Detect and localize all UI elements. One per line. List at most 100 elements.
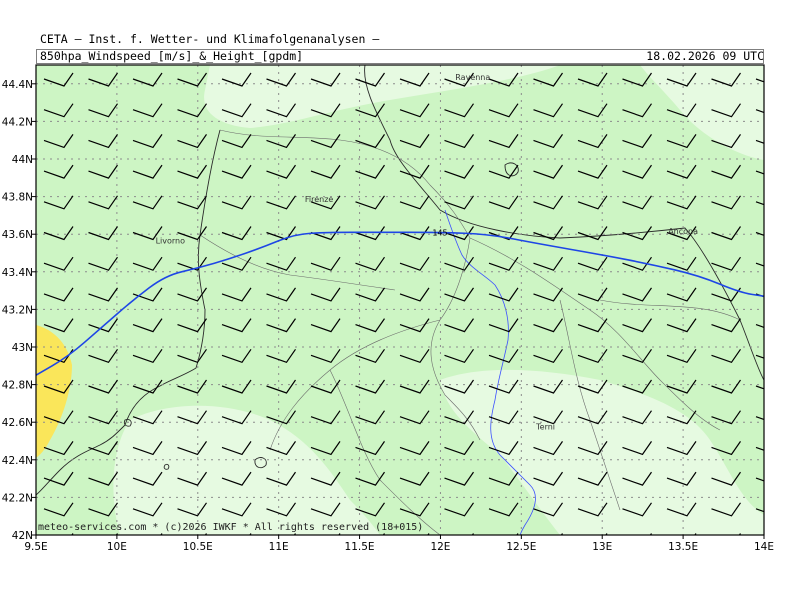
wind-barb bbox=[622, 103, 652, 118]
wind-barb bbox=[221, 441, 252, 456]
wind-barb bbox=[755, 385, 764, 390]
wind-barb bbox=[399, 226, 430, 241]
wind-barb bbox=[177, 164, 207, 179]
wind-barb bbox=[177, 441, 207, 456]
wind-barb bbox=[355, 195, 385, 210]
lat-tick-label: 44.4N bbox=[2, 79, 33, 91]
wind-barb bbox=[399, 103, 430, 118]
wind-barb bbox=[221, 379, 252, 394]
height-contour-145 bbox=[36, 231, 764, 376]
wind-barb bbox=[266, 287, 296, 302]
wind-barb bbox=[444, 502, 474, 517]
wind-barb bbox=[399, 441, 430, 456]
wind-barb bbox=[399, 471, 430, 486]
wind-barb bbox=[711, 103, 741, 118]
wind-barb bbox=[488, 379, 519, 394]
wind-barb bbox=[488, 287, 519, 302]
wind-barb bbox=[622, 72, 652, 87]
wind-barb bbox=[177, 103, 207, 118]
wind-barb bbox=[221, 471, 252, 486]
wind-barb bbox=[132, 72, 163, 87]
wind-barb bbox=[488, 256, 519, 271]
wind-barb bbox=[666, 441, 697, 456]
lon-tick-label: 9.5E bbox=[24, 541, 47, 553]
wind-barb bbox=[355, 502, 385, 517]
wind-barb bbox=[488, 103, 519, 118]
wind-barb bbox=[533, 379, 563, 394]
wind-barb bbox=[221, 256, 252, 271]
wind-barb bbox=[310, 471, 341, 486]
wind-barb bbox=[177, 318, 207, 333]
wind-barb bbox=[88, 348, 118, 364]
wind-barb bbox=[622, 195, 652, 210]
wind-barb bbox=[88, 287, 118, 302]
lon-tick-label: 12E bbox=[430, 541, 450, 553]
city-label: Livorno bbox=[156, 237, 186, 246]
wind-barb bbox=[266, 103, 296, 118]
wind-barb bbox=[43, 441, 74, 456]
wind-barb bbox=[711, 164, 741, 179]
wind-barb bbox=[399, 348, 430, 364]
wind-barb bbox=[711, 226, 741, 241]
wind-barb bbox=[310, 379, 341, 394]
wind-barb bbox=[444, 410, 474, 425]
wind-barb bbox=[132, 318, 163, 333]
wind-barb bbox=[43, 256, 74, 271]
title-line-1: CETA — Inst. f. Wetter- und Klimafolgena… bbox=[40, 32, 380, 46]
wind-barb bbox=[132, 287, 163, 302]
wind-barb bbox=[622, 287, 652, 302]
wind-barb bbox=[533, 287, 563, 302]
wind-barb bbox=[533, 410, 563, 425]
lat-tick-label: 42N bbox=[12, 530, 33, 542]
wind-barb bbox=[221, 348, 252, 364]
wind-barb bbox=[488, 318, 519, 333]
wind-barb bbox=[577, 379, 608, 394]
wind-barb bbox=[177, 195, 207, 210]
wind-barb bbox=[577, 471, 608, 486]
lat-tick-label: 43.6N bbox=[2, 229, 33, 241]
wind-barb bbox=[266, 195, 296, 210]
wind-barb bbox=[444, 318, 474, 333]
wind-barb bbox=[666, 410, 697, 425]
wind-barb bbox=[622, 441, 652, 456]
wind-barb bbox=[88, 318, 118, 333]
wind-barb bbox=[444, 164, 474, 179]
wind-barb bbox=[533, 441, 563, 456]
lat-tick-label: 44.2N bbox=[2, 116, 33, 128]
wind-barb bbox=[310, 103, 341, 118]
wind-barb bbox=[399, 502, 430, 517]
wind-barb bbox=[177, 287, 207, 302]
wind-barb bbox=[755, 231, 764, 236]
wind-barb bbox=[577, 441, 608, 456]
wind-barb bbox=[666, 318, 697, 333]
lon-tick-label: 11E bbox=[269, 541, 289, 553]
wind-barb bbox=[622, 410, 652, 425]
wind-barb bbox=[399, 195, 430, 210]
wind-barb bbox=[755, 477, 764, 482]
wind-barb bbox=[310, 410, 341, 425]
lat-lon-grid bbox=[36, 65, 764, 535]
wind-barb bbox=[488, 502, 519, 517]
wind-barb bbox=[755, 201, 764, 206]
wind-barb bbox=[266, 226, 296, 241]
wind-barb bbox=[310, 287, 341, 302]
wind-barb bbox=[399, 256, 430, 271]
city-label: Firenze bbox=[305, 195, 334, 204]
wind-barb bbox=[577, 256, 608, 271]
wind-barb bbox=[177, 348, 207, 364]
wind-barb bbox=[43, 134, 74, 149]
wind-barb bbox=[666, 134, 697, 149]
wind-barb bbox=[711, 471, 741, 486]
copyright-credit: meteo-services.com * (c)2026 IWKF * All … bbox=[38, 522, 424, 533]
wind-barb bbox=[266, 134, 296, 149]
wind-barb bbox=[577, 195, 608, 210]
wind-barb bbox=[266, 348, 296, 364]
wind-barb bbox=[221, 134, 252, 149]
wind-barb bbox=[355, 318, 385, 333]
wind-barb bbox=[711, 134, 741, 149]
wind-barb bbox=[132, 502, 163, 517]
wind-barb bbox=[88, 195, 118, 210]
wind-barb bbox=[43, 195, 74, 210]
wind-barb bbox=[88, 164, 118, 179]
wind-barb bbox=[488, 348, 519, 364]
